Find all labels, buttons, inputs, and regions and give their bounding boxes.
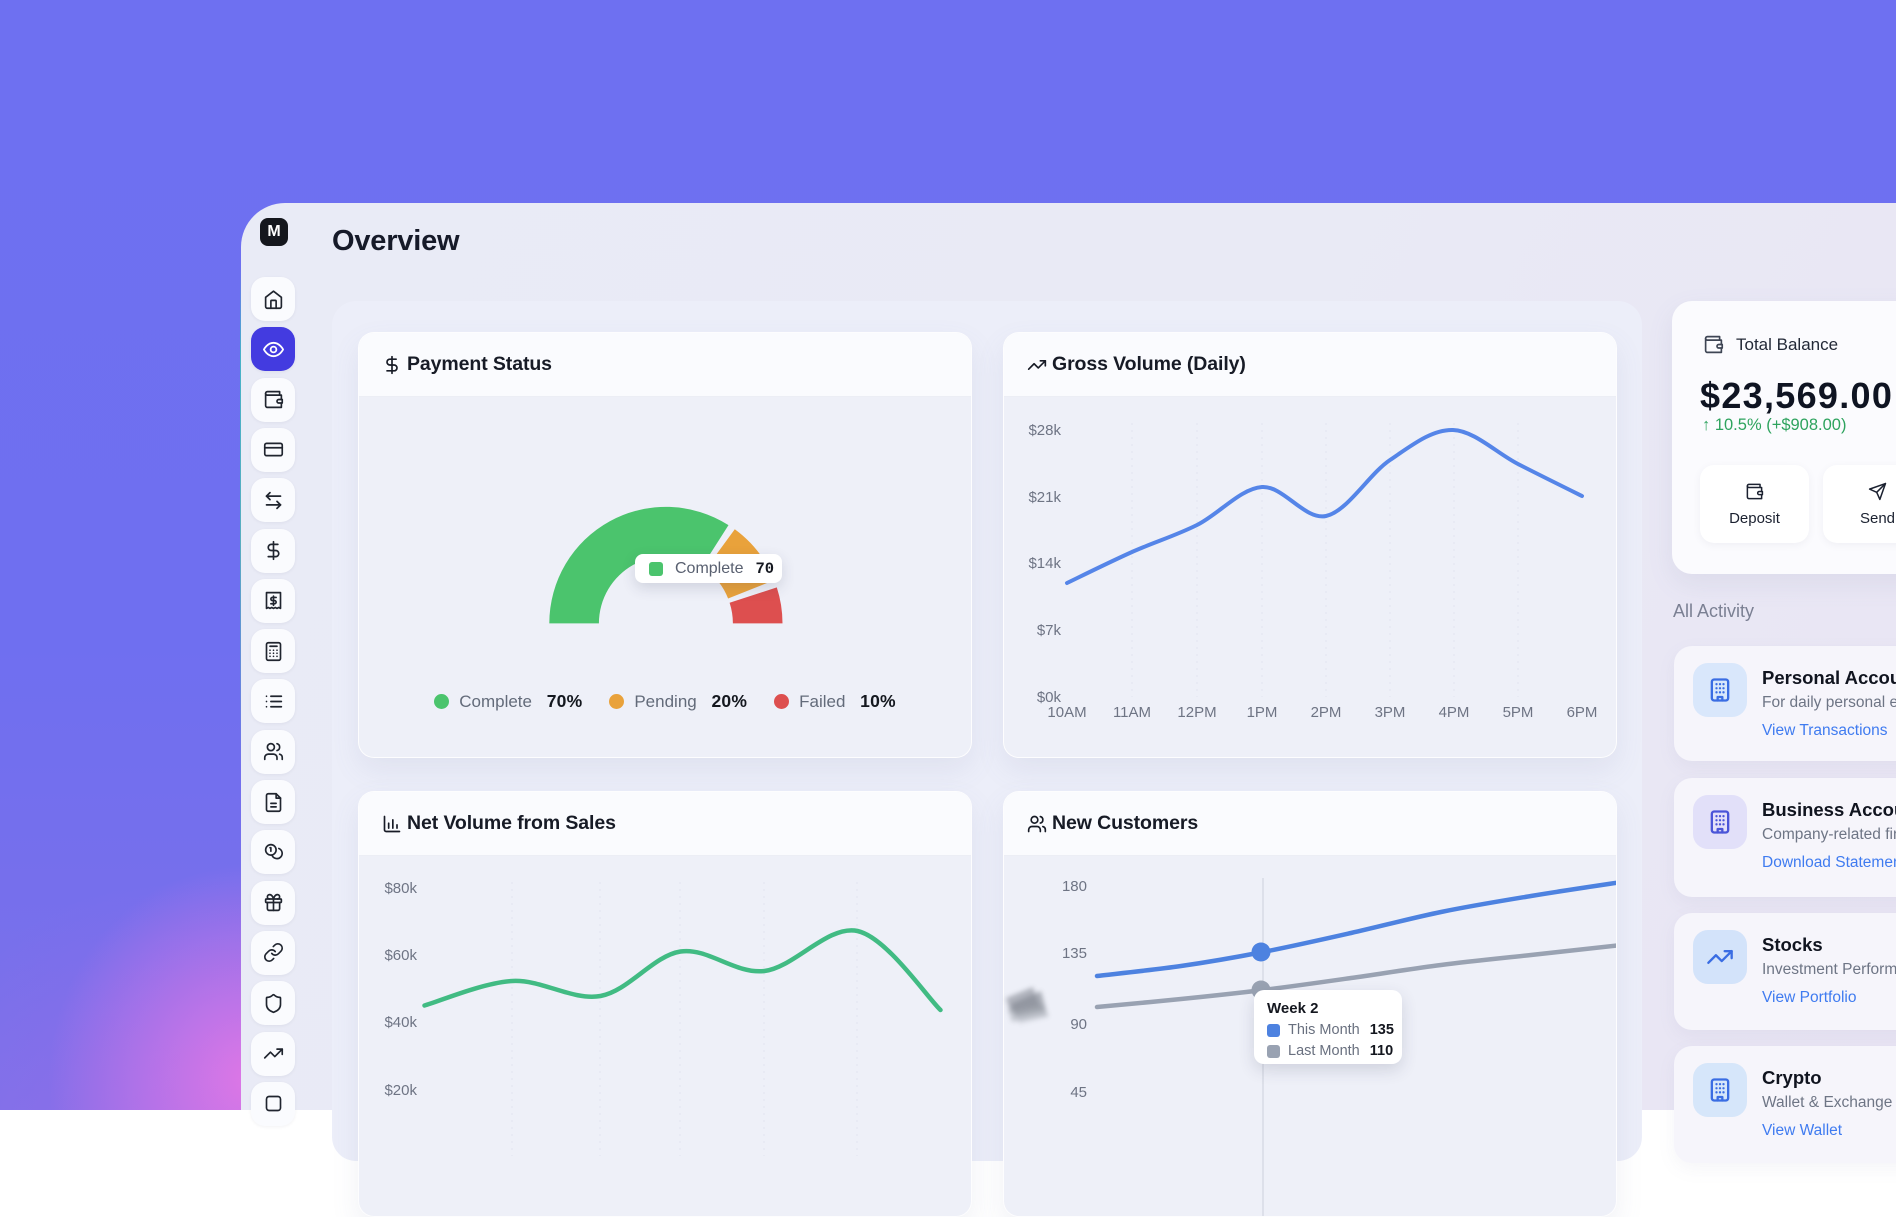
- svg-text:180: 180: [1062, 878, 1087, 895]
- svg-text:$28k: $28k: [1028, 422, 1061, 439]
- svg-text:1PM: 1PM: [1247, 704, 1278, 721]
- svg-text:4PM: 4PM: [1439, 704, 1470, 721]
- svg-text:10AM: 10AM: [1047, 704, 1086, 721]
- svg-text:$40k: $40k: [384, 1014, 417, 1031]
- svg-text:$14k: $14k: [1028, 555, 1061, 572]
- svg-text:$21k: $21k: [1028, 489, 1061, 506]
- svg-text:6PM: 6PM: [1567, 704, 1598, 721]
- svg-text:3PM: 3PM: [1375, 704, 1406, 721]
- svg-text:135: 135: [1062, 945, 1087, 962]
- svg-text:45: 45: [1070, 1084, 1087, 1101]
- svg-text:2PM: 2PM: [1311, 704, 1342, 721]
- svg-text:12PM: 12PM: [1177, 704, 1216, 721]
- svg-text:$20k: $20k: [384, 1082, 417, 1099]
- svg-text:$80k: $80k: [384, 880, 417, 897]
- svg-text:5PM: 5PM: [1503, 704, 1534, 721]
- svg-text:$7k: $7k: [1037, 622, 1062, 639]
- svg-text:90: 90: [1070, 1016, 1087, 1033]
- svg-text:$60k: $60k: [384, 947, 417, 964]
- svg-text:11AM: 11AM: [1113, 704, 1151, 721]
- svg-text:$0k: $0k: [1037, 689, 1062, 706]
